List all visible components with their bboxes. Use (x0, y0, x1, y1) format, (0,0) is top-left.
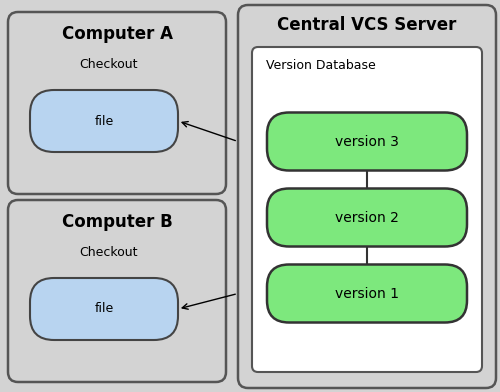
FancyBboxPatch shape (238, 5, 496, 388)
Text: Checkout: Checkout (80, 58, 138, 71)
Text: file: file (94, 114, 114, 127)
Text: version 3: version 3 (335, 134, 399, 149)
FancyBboxPatch shape (30, 90, 178, 152)
FancyBboxPatch shape (267, 265, 467, 323)
Text: Computer A: Computer A (62, 25, 172, 43)
FancyBboxPatch shape (8, 12, 226, 194)
Text: Central VCS Server: Central VCS Server (278, 16, 456, 34)
FancyBboxPatch shape (267, 113, 467, 171)
Text: version 2: version 2 (335, 211, 399, 225)
FancyBboxPatch shape (267, 189, 467, 247)
Text: Version Database: Version Database (266, 58, 376, 71)
Text: version 1: version 1 (335, 287, 399, 301)
FancyBboxPatch shape (252, 47, 482, 372)
FancyBboxPatch shape (30, 278, 178, 340)
Text: Checkout: Checkout (80, 245, 138, 258)
FancyBboxPatch shape (8, 200, 226, 382)
Text: Computer B: Computer B (62, 213, 172, 231)
Text: file: file (94, 303, 114, 316)
